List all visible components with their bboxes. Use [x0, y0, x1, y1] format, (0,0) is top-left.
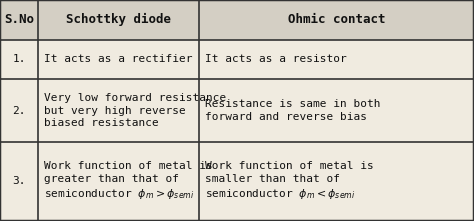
Text: Very low forward resistance
but very high reverse
biased resistance: Very low forward resistance but very hig…: [44, 93, 226, 128]
Text: 1.: 1.: [12, 55, 26, 65]
Text: 3.: 3.: [12, 176, 26, 186]
Text: Schottky diode: Schottky diode: [66, 13, 171, 26]
Text: It acts as a rectifier: It acts as a rectifier: [44, 55, 192, 65]
Text: Work function of metal is
smaller than that of
semiconductor $\phi_m < \phi_{sem: Work function of metal is smaller than t…: [205, 161, 374, 202]
Text: It acts as a resistor: It acts as a resistor: [205, 55, 346, 65]
Text: Resistance is same in both
forward and reverse bias: Resistance is same in both forward and r…: [205, 99, 380, 122]
Text: Work function of metal is
greater than that of
semiconductor $\phi_m > \phi_{sem: Work function of metal is greater than t…: [44, 161, 212, 202]
Text: Ohmic contact: Ohmic contact: [288, 13, 385, 26]
Text: S.No: S.No: [4, 13, 34, 26]
Bar: [0, 0, 474, 40]
Text: 2.: 2.: [12, 105, 26, 116]
